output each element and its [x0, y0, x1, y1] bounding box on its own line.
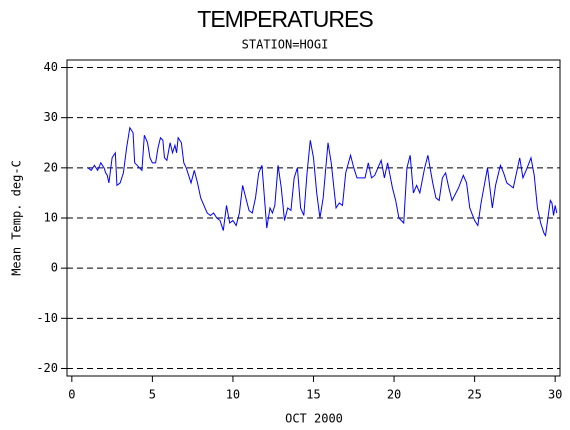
chart-subtitle: STATION=HOGI	[242, 38, 329, 52]
y-tick-label: 0	[51, 261, 58, 275]
x-tick-label: 5	[149, 388, 156, 402]
plot-frame	[66, 59, 561, 377]
y-tick-label: -10	[36, 311, 58, 325]
x-tick-label: 20	[387, 388, 401, 402]
x-axis-label: OCT 2000	[285, 412, 343, 426]
y-tick-label: 40	[44, 60, 58, 74]
y-tick-label: 20	[44, 160, 58, 174]
x-tick-label: 25	[467, 388, 481, 402]
data-line	[87, 126, 558, 237]
x-tick-label: 0	[68, 388, 75, 402]
y-axis-label: Mean Temp. deg-C	[10, 160, 24, 276]
x-tick-label: 15	[306, 388, 320, 402]
x-tick-label: 30	[548, 388, 562, 402]
chart-title: TEMPERATURES	[197, 6, 373, 32]
y-tick-label: 30	[44, 110, 58, 124]
y-tick-label: 10	[44, 211, 58, 225]
y-tick-label: -20	[36, 361, 58, 375]
x-tick-label: 10	[226, 388, 240, 402]
